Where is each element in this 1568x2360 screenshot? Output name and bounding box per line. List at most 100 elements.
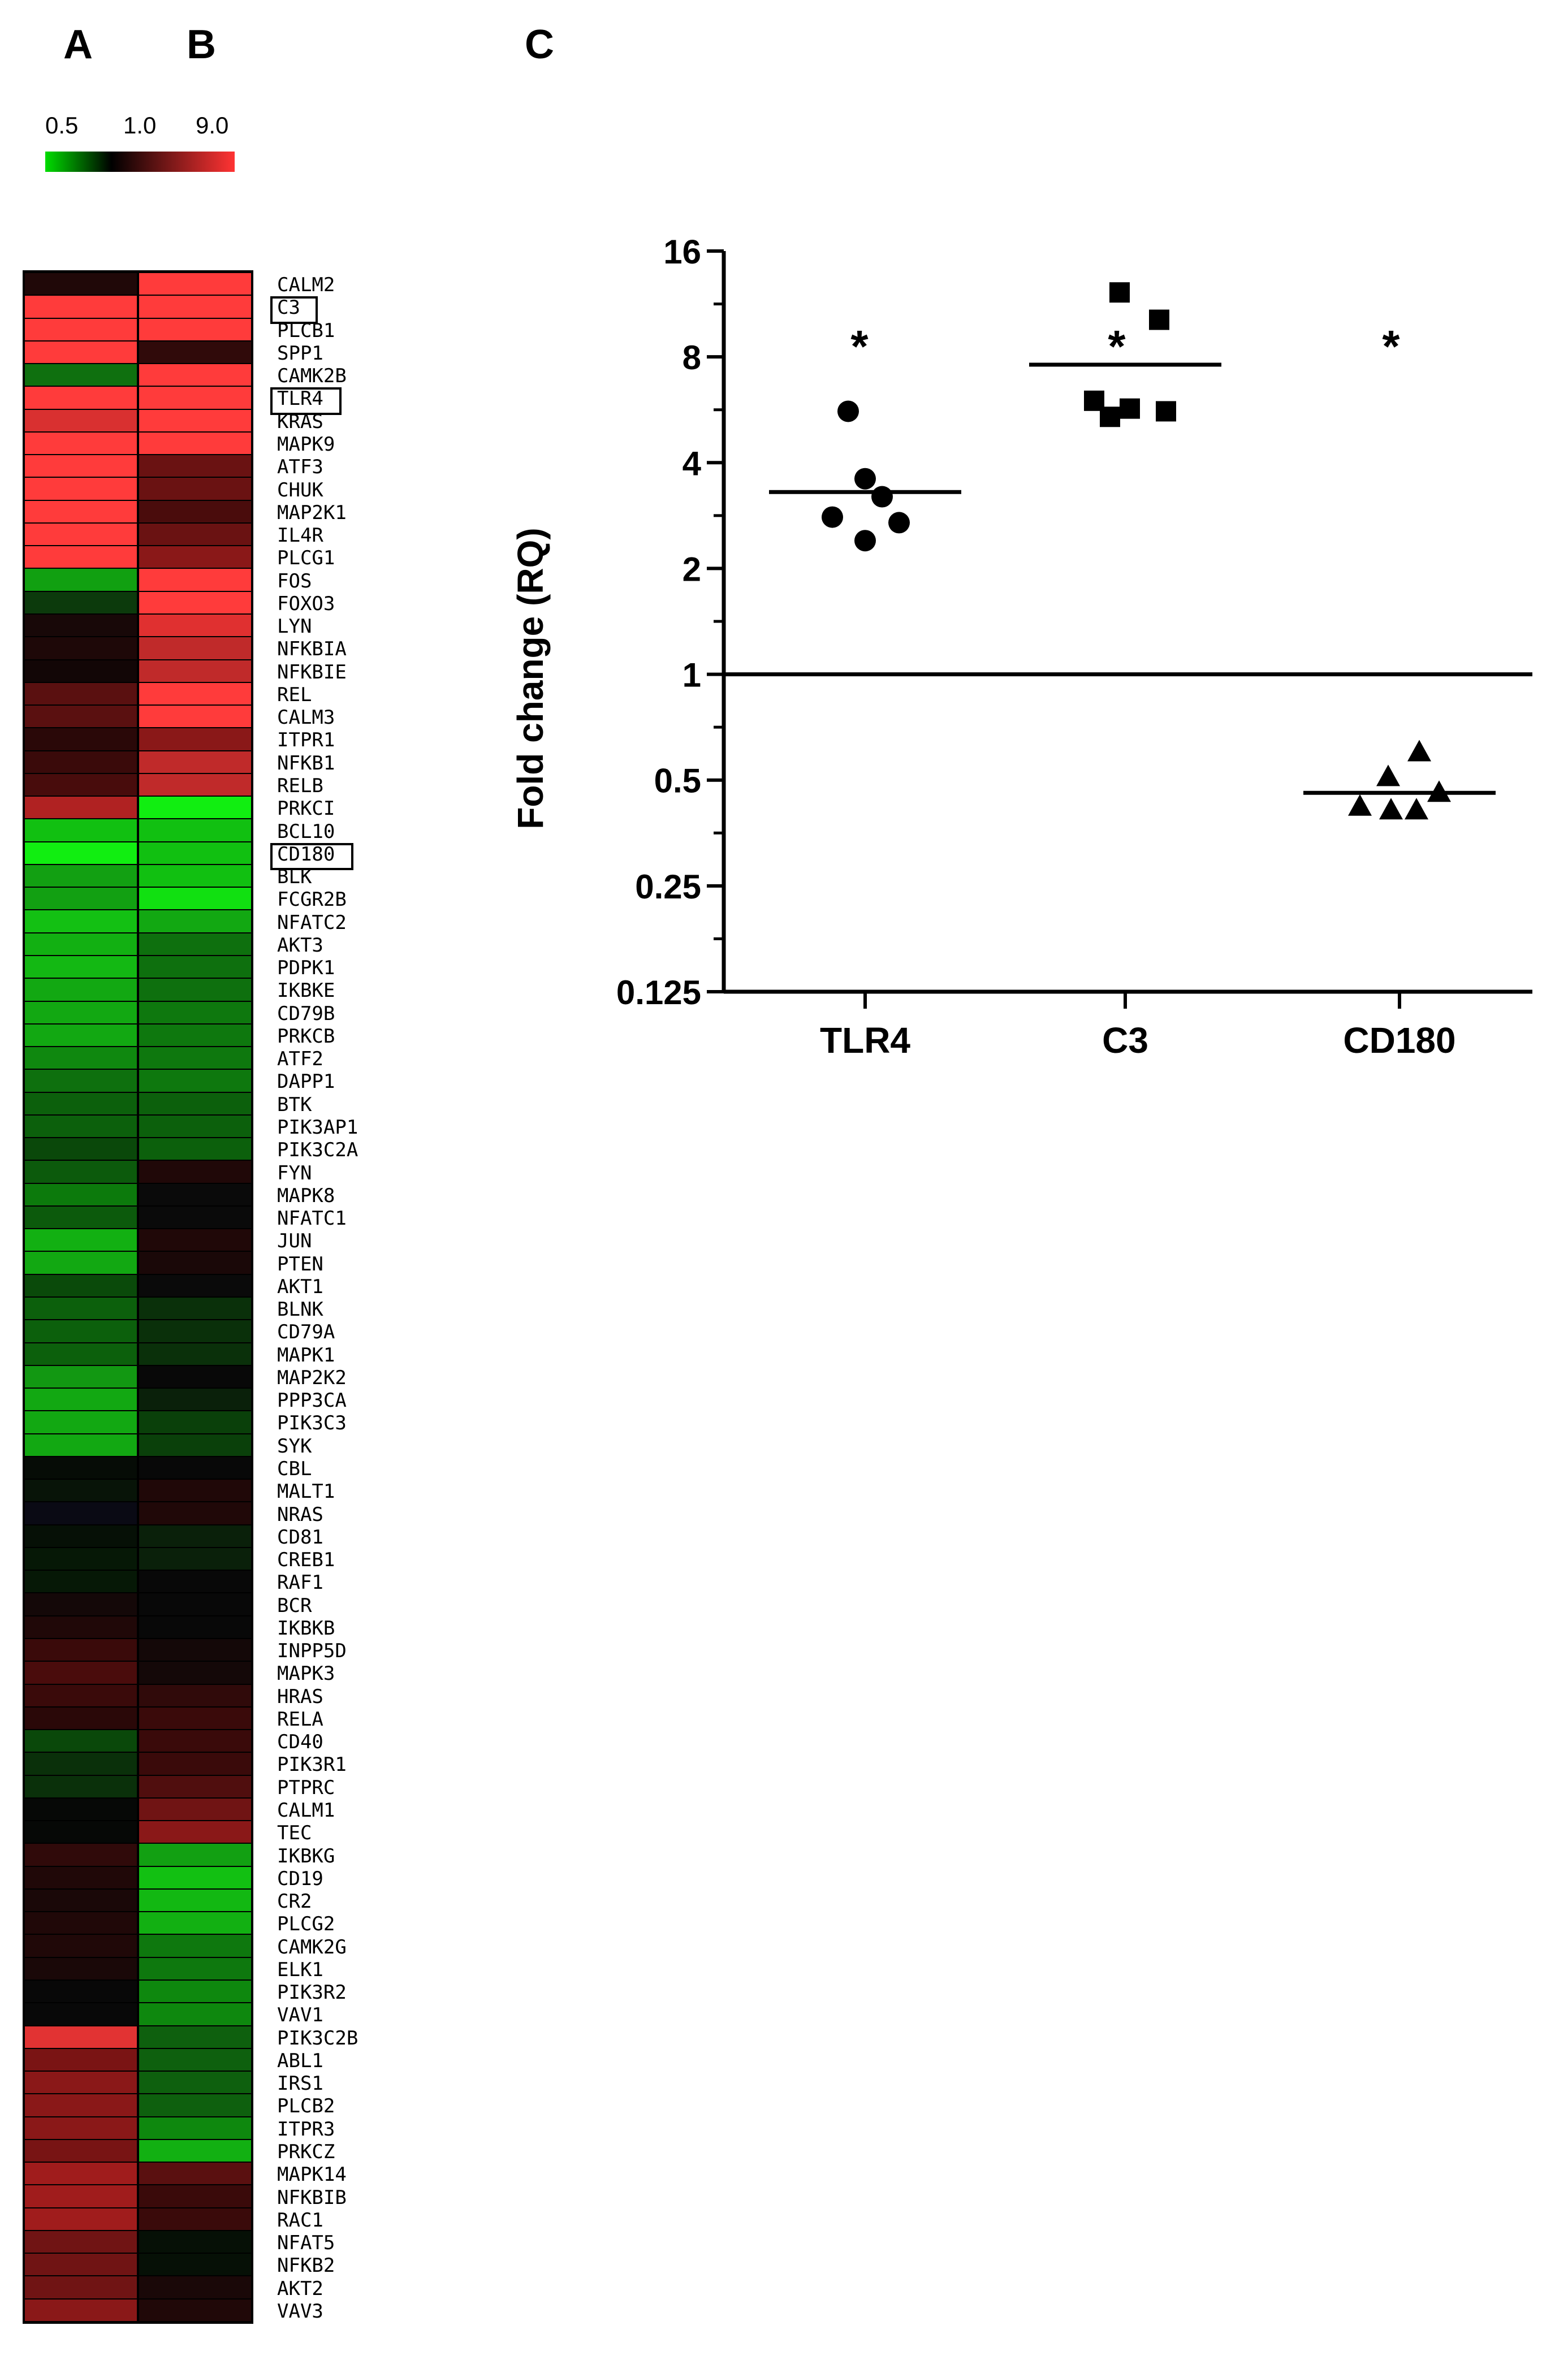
y-tick-label: 2 <box>683 550 701 588</box>
gene-label: PPP3CA <box>277 1389 347 1412</box>
heatmap-cell-a-akt1 <box>25 1274 137 1296</box>
heatmap-cell-b-akt1 <box>139 1274 251 1296</box>
heatmap-cell-b-vav1 <box>139 2003 251 2025</box>
heatmap-cell-a-irs1 <box>25 2072 137 2094</box>
gene-label: PRKCB <box>277 1025 335 1048</box>
heatmap-cell-b-nfatc1 <box>139 1206 251 1229</box>
heatmap-cell-a-hras <box>25 1684 137 1706</box>
heatmap-cell-b-fcgr2b <box>139 888 251 910</box>
y-tick-label: 16 <box>663 233 701 271</box>
gene-label: CD180 <box>277 842 335 866</box>
heatmap-cell-a-pik3c2a <box>25 1138 137 1160</box>
heatmap-cell-a-cbl <box>25 1456 137 1479</box>
gene-label: RAF1 <box>277 1571 323 1594</box>
data-point-square <box>1156 401 1176 422</box>
heatmap-cell-a-abl1 <box>25 2048 137 2071</box>
heatmap-cell-a-cd79b <box>25 1001 137 1023</box>
heatmap-cell-a-syk <box>25 1434 137 1456</box>
heatmap-cell-a-nfatc1 <box>25 1206 137 1229</box>
heatmap-cell-a-vav3 <box>25 2299 137 2321</box>
heatmap-cell-a-pdpk1 <box>25 956 137 978</box>
heatmap-cell-b-plcb1 <box>139 318 251 340</box>
heatmap-cell-b-nfkbie <box>139 660 251 682</box>
gene-label: NFAT5 <box>277 2232 335 2255</box>
gene-label: CD79A <box>277 1321 335 1344</box>
heatmap-cell-a-mapk1 <box>25 1343 137 1365</box>
gene-label: PLCG1 <box>277 547 335 570</box>
data-point-circle <box>888 512 910 534</box>
gene-label: C3 <box>277 296 300 319</box>
heatmap-cell-a-pten <box>25 1252 137 1274</box>
heatmap-cell-b-nras <box>139 1502 251 1524</box>
gene-label: BCL10 <box>277 820 335 843</box>
heatmap-cell-a-tlr4 <box>25 387 137 409</box>
heatmap-cell-b-camk2g <box>139 1935 251 1957</box>
heatmap-cell-a-atf3 <box>25 455 137 477</box>
heatmap-cell-a-bcr <box>25 1593 137 1615</box>
heatmap-cell-b-calm3 <box>139 706 251 728</box>
heatmap-cell-b-kras <box>139 409 251 431</box>
heatmap-cell-a-pik3ap1 <box>25 1115 137 1138</box>
heatmap-cell-a-cd81 <box>25 1525 137 1547</box>
heatmap-cell-b-pik3r2 <box>139 1981 251 2003</box>
heatmap-cell-b-ptprc <box>139 1775 251 1797</box>
data-point-square <box>1149 309 1169 330</box>
heatmap-cell-b-prkcz <box>139 2139 251 2162</box>
heatmap-cell-a-calm3 <box>25 706 137 728</box>
heatmap-cell-a-spp1 <box>25 341 137 364</box>
gene-label: CHUK <box>277 478 323 502</box>
heatmap-cell-b-akt2 <box>139 2276 251 2298</box>
gene-label: CALM1 <box>277 1799 335 1822</box>
gene-label: MAPK9 <box>277 433 335 456</box>
heatmap-cell-b-raf1 <box>139 1571 251 1593</box>
heatmap-cell-b-cd180 <box>139 842 251 864</box>
x-axis: TLR4 C3 CD180 <box>724 672 1532 1061</box>
heatmap-cell-b-pik3c2b <box>139 2026 251 2048</box>
heatmap-cell-a-jun <box>25 1229 137 1251</box>
heatmap-cell-a-ppp3ca <box>25 1389 137 1411</box>
heatmap-cell-b-atf2 <box>139 1047 251 1069</box>
gene-label: CD79B <box>277 1002 335 1025</box>
gene-label: MAPK1 <box>277 1343 335 1367</box>
gene-label: PLCB1 <box>277 319 335 342</box>
data-point-triangle <box>1348 794 1372 816</box>
gene-label: HRAS <box>277 1685 323 1708</box>
heatmap-cell-a-plcb2 <box>25 2094 137 2116</box>
heatmap-cell-b-dapp1 <box>139 1070 251 1092</box>
heatmap-cell-b-calm2 <box>139 273 251 295</box>
heatmap-cell-b-nfat5 <box>139 2231 251 2253</box>
gene-label: SPP1 <box>277 342 323 365</box>
heatmap-cell-a-fyn <box>25 1161 137 1183</box>
heatmap-cell-b-fyn <box>139 1161 251 1183</box>
heatmap-cell-a-cd180 <box>25 842 137 864</box>
gene-label: NFATC2 <box>277 911 347 934</box>
heatmap-cell-b-pik3c3 <box>139 1411 251 1433</box>
heatmap-cell-b-akt3 <box>139 933 251 955</box>
heatmap-cell-b-pten <box>139 1252 251 1274</box>
gene-label: PIK3R1 <box>277 1753 347 1777</box>
heatmap-cell-b-hras <box>139 1684 251 1706</box>
heatmap-cell-b-nfkbib <box>139 2185 251 2207</box>
heatmap-cell-b-map2k2 <box>139 1365 251 1388</box>
gene-label: IKBKE <box>277 979 335 1002</box>
gene-label: CAMK2B <box>277 365 347 388</box>
heatmap-cell-a-btk <box>25 1092 137 1114</box>
heatmap-cell-b-spp1 <box>139 341 251 364</box>
heatmap-cell-a-rel <box>25 682 137 705</box>
heatmap-cell-a-atf2 <box>25 1047 137 1069</box>
heatmap-cell-a-camk2b <box>25 364 137 386</box>
x-tick-label: C3 <box>1102 1020 1148 1061</box>
gene-label: BLK <box>277 866 312 889</box>
heatmap-cell-a-rela <box>25 1707 137 1730</box>
heatmap-cell-b-plcg2 <box>139 1912 251 1934</box>
gene-label: FOS <box>277 569 312 593</box>
heatmap-cell-a-malt1 <box>25 1480 137 1502</box>
gene-label: PIK3AP1 <box>277 1116 358 1139</box>
heatmap-cell-a-nfatc2 <box>25 910 137 932</box>
heatmap-cell-a-fcgr2b <box>25 888 137 910</box>
gene-highlight-box <box>270 842 353 870</box>
heatmap-cell-b-inpp5d <box>139 1639 251 1661</box>
heatmap-cell-a-ptprc <box>25 1775 137 1797</box>
heatmap-cell-a-mapk14 <box>25 2163 137 2185</box>
heatmap-cell-a-vav1 <box>25 2003 137 2025</box>
